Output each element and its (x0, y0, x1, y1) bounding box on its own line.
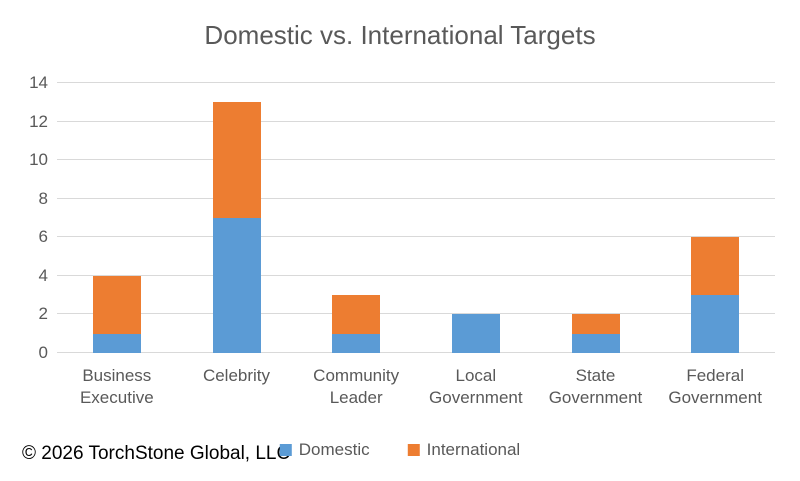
legend-item-domestic: Domestic (279, 440, 370, 460)
x-category-label-4: Local Government (429, 366, 523, 407)
bar-domestic-3 (332, 333, 381, 353)
bar-international-5 (571, 314, 620, 334)
legend: Domestic International (279, 440, 521, 460)
y-tick-label-0: 0 (38, 343, 48, 362)
gridline-y14 (57, 82, 775, 83)
x-category-label-6: Federal Government (668, 366, 762, 407)
legend-label-international: International (426, 440, 521, 459)
y-tick-label-8: 8 (38, 188, 48, 208)
domestic-swatch-icon (279, 444, 292, 456)
gridline-y10 (57, 159, 775, 161)
international-swatch-icon (407, 444, 420, 456)
legend-item-international: International (407, 440, 521, 460)
y-tick-label-12: 12 (29, 111, 48, 131)
bar-international-3 (332, 295, 381, 334)
gridline-y8 (57, 197, 775, 199)
plot-area (57, 82, 775, 353)
bar-domestic-6 (691, 295, 740, 353)
x-category-label-2: Celebrity (202, 366, 271, 385)
y-tick-label-2: 2 (38, 304, 48, 324)
x-category-label-5: State Government (548, 366, 643, 407)
bar-international-2 (212, 102, 261, 218)
y-tick-label-14: 14 (29, 73, 48, 92)
bar-domestic-1 (92, 333, 141, 353)
bar-domestic-5 (571, 333, 620, 353)
gridline-y2 (57, 313, 775, 315)
y-tick-label-4: 4 (38, 265, 48, 285)
copyright-text: © 2026 TorchStone Global, LLC (22, 443, 291, 464)
x-category-label-3: Community Leader (313, 366, 400, 407)
legend-label-domestic: Domestic (298, 440, 370, 459)
chart-title: Domestic vs. International Targets (204, 20, 596, 50)
y-tick-label-6: 6 (38, 227, 48, 247)
x-category-label-1: Business Executive (79, 366, 154, 407)
gridline-y12 (57, 120, 775, 122)
bar-domestic-4 (451, 314, 500, 353)
bar-international-6 (691, 237, 740, 296)
gridline-y4 (57, 274, 775, 276)
bar-international-1 (92, 275, 141, 334)
bar-domestic-2 (212, 218, 261, 353)
y-tick-label-10: 10 (29, 150, 48, 170)
gridline-y0 (57, 352, 775, 353)
gridline-y6 (57, 236, 775, 238)
